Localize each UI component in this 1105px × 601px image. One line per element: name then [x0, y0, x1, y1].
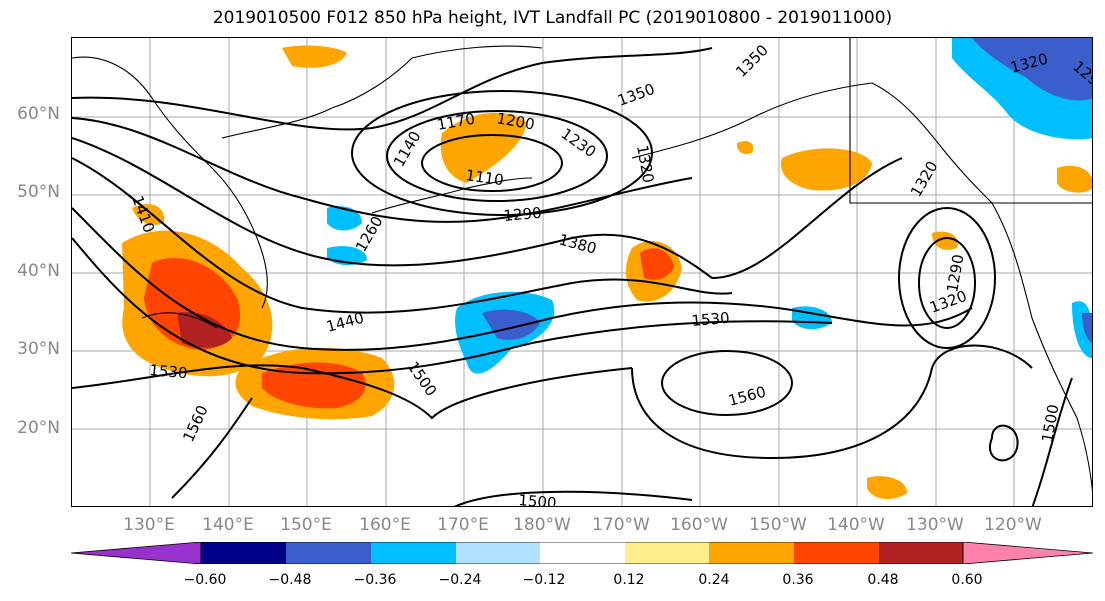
lat-label: 50°N [17, 182, 60, 202]
colorbar-segment [286, 542, 371, 564]
contour-label: 1530 [691, 309, 731, 330]
contour-label: 1410 [128, 193, 158, 235]
height-contours [72, 47, 1073, 506]
colorbar-segment [371, 542, 456, 564]
map-canvas: 1350 1350 1170 1200 1230 1140 1110 1320 … [72, 38, 1092, 507]
colorbar-tick: 0.36 [782, 572, 814, 588]
lat-label: 30°N [17, 339, 60, 359]
colorbar-tick: −0.12 [522, 572, 566, 588]
colorbar-tick: −0.48 [268, 572, 312, 588]
colorbar-tick: −0.60 [183, 572, 227, 588]
contour-label: 1560 [179, 402, 211, 444]
colorbar-tick: −0.36 [353, 572, 397, 588]
colorbar-tick: 0.24 [698, 572, 730, 588]
map-title: 2019010500 F012 850 hPa height, IVT Land… [212, 8, 893, 28]
map-panel: 1350 1350 1170 1200 1230 1140 1110 1320 … [71, 37, 1093, 507]
contour-label: 1110 [464, 166, 504, 189]
colorbar-segment [456, 542, 540, 564]
lon-label: 180°W [513, 515, 571, 535]
contour-label: 1230 [558, 125, 600, 162]
colorbar [71, 542, 1093, 564]
lat-label: 20°N [17, 418, 60, 438]
lon-label: 160°E [359, 515, 411, 535]
colorbar-tick: 0.60 [951, 572, 983, 588]
colorbar-segment [201, 542, 286, 564]
lon-label: 160°W [670, 515, 728, 535]
colorbar-segment [794, 542, 879, 564]
lon-label: 150°W [749, 515, 807, 535]
contour-label: 1140 [390, 128, 425, 170]
lat-label: 60°N [17, 104, 60, 124]
colorbar-segment [540, 542, 625, 564]
contour-label: 1500 [518, 491, 558, 507]
contour-label: 1530 [149, 361, 189, 382]
contour-label: 1320 [633, 144, 657, 185]
colorbar-tick: 0.48 [867, 572, 899, 588]
contour-label: 1290 [503, 204, 543, 225]
lon-label: 150°E [280, 515, 332, 535]
contour-label: 1560 [726, 383, 768, 410]
colorbar-tick: −0.24 [438, 572, 482, 588]
ivt-shading [122, 38, 1092, 500]
lon-label: 130°E [123, 515, 175, 535]
colorbar-segment [71, 542, 202, 564]
lon-label: 170°E [437, 515, 489, 535]
colorbar-tick: 0.12 [613, 572, 645, 588]
contour-label: 1290 [943, 253, 967, 294]
lon-label: 140°E [202, 515, 254, 535]
contour-labels: 1350 1350 1170 1200 1230 1140 1110 1320 … [128, 41, 1092, 507]
colorbar-segment [625, 542, 709, 564]
lon-label: 120°W [984, 515, 1042, 535]
coastlines [72, 38, 1092, 492]
lon-label: 130°W [906, 515, 964, 535]
lat-label: 40°N [17, 261, 60, 281]
colorbar-segment [962, 542, 1093, 564]
contour-label: 1440 [324, 309, 366, 336]
colorbar-segment [879, 542, 963, 564]
contour-label: 1350 [732, 41, 772, 81]
lon-label: 140°W [827, 515, 885, 535]
colorbar-segment [709, 542, 794, 564]
contour-label: 1500 [1038, 403, 1062, 444]
lon-label: 170°W [592, 515, 650, 535]
